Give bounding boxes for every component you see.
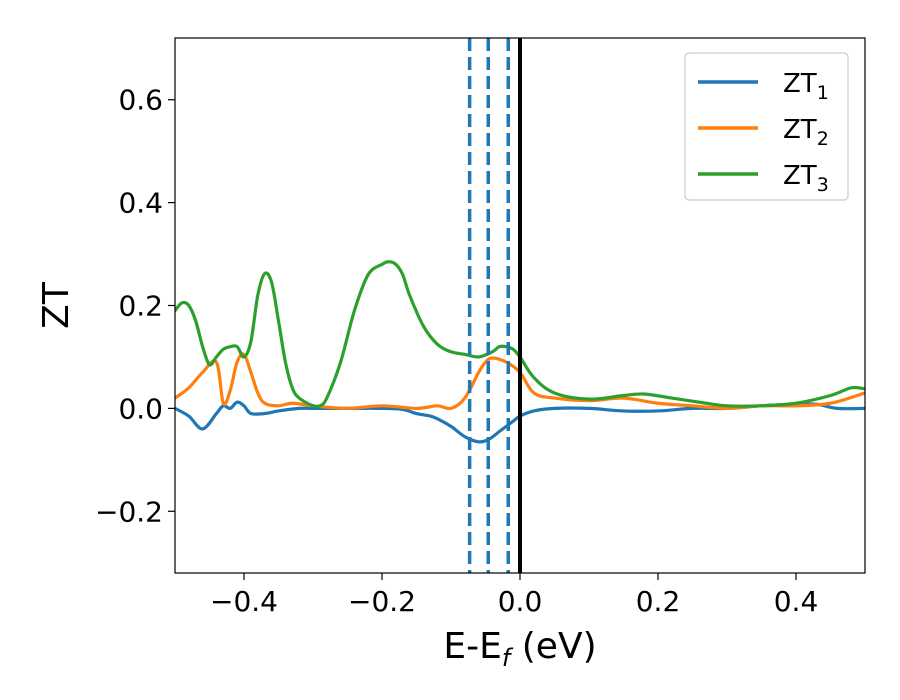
legend: ZT1 ZT2 ZT3 [684, 52, 849, 201]
legend-label-zt3: ZT3 [783, 161, 829, 196]
x-tick-label: −0.4 [210, 585, 278, 618]
y-tick-label: 0.0 [118, 392, 163, 425]
y-tick-label: −0.2 [95, 495, 163, 528]
legend-box [684, 52, 849, 201]
x-axis-label: E-Ef (eV) [443, 626, 596, 672]
x-tick-label: 0.0 [498, 585, 543, 618]
x-tick-label: 0.4 [774, 585, 819, 618]
y-axis-label: ZT [36, 281, 77, 329]
series-line-zt2 [175, 352, 865, 411]
series-line-zt3 [175, 260, 865, 409]
x-tick-label: −0.2 [348, 585, 416, 618]
legend-label-zt1: ZT1 [783, 69, 829, 104]
legend-label-zt2: ZT2 [783, 115, 829, 150]
y-tick-label: 0.2 [118, 290, 163, 323]
y-tick-label: 0.4 [118, 187, 163, 220]
axes: −0.4 −0.2 0.0 0.2 0.4 −0.2 0.0 0.2 0.4 0.6 E-Ef (e… [36, 37, 866, 672]
x-tick-label: 0.2 [636, 585, 681, 618]
plot-area [175, 38, 865, 573]
series-line-zt1 [175, 400, 865, 444]
y-tick-label: 0.6 [118, 84, 163, 117]
